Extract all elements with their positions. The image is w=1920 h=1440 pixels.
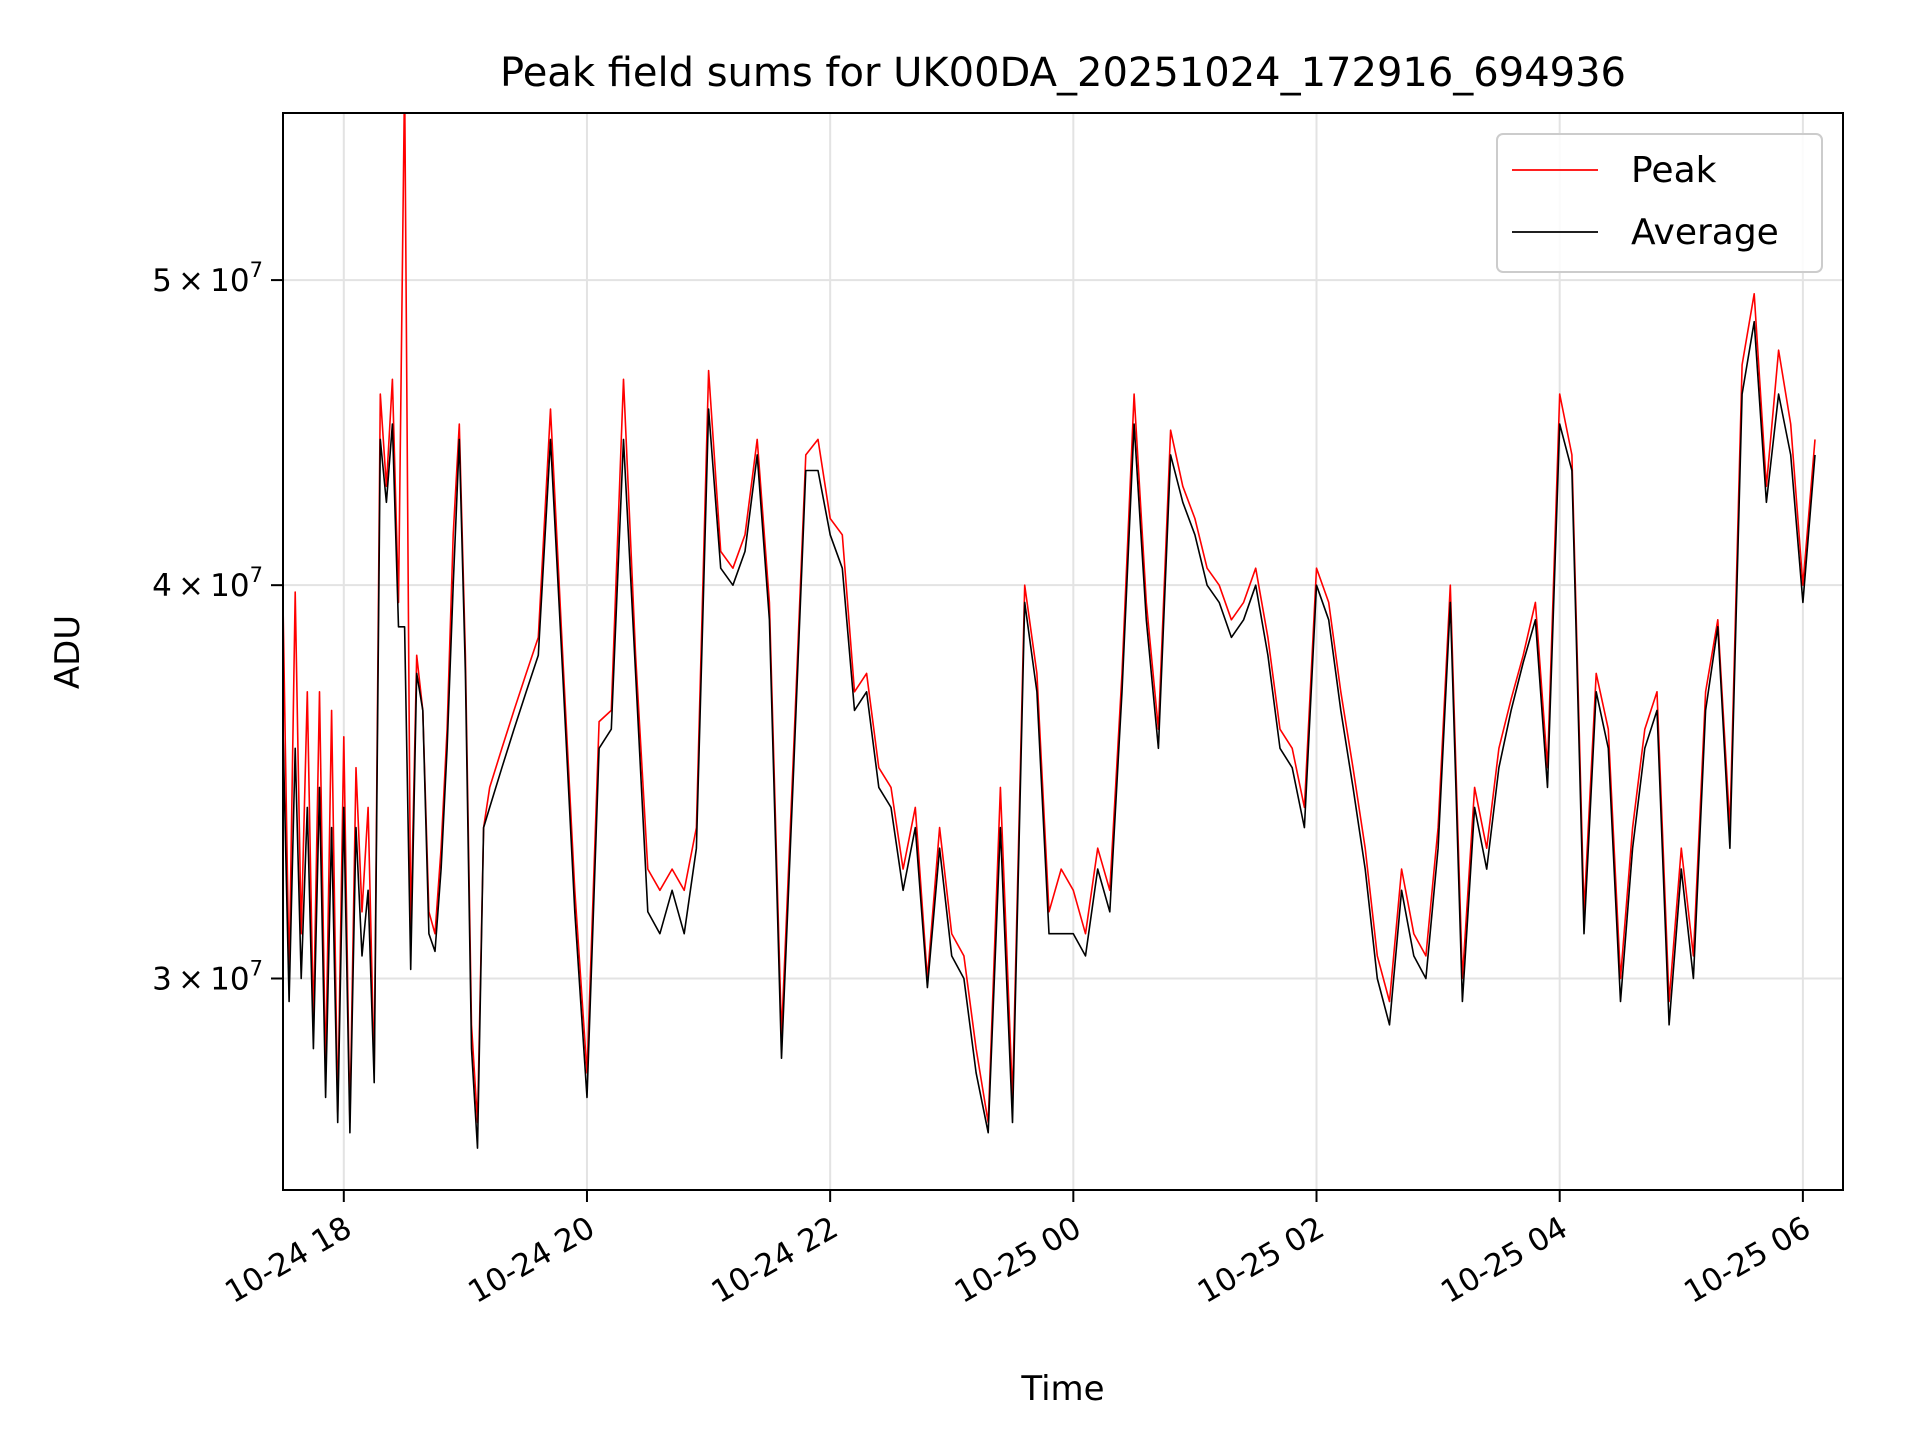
- legend-label-average: Average: [1631, 212, 1779, 253]
- legend-label-peak: Peak: [1631, 150, 1717, 191]
- x-tick-label: 10-25 00: [949, 1210, 1088, 1311]
- x-tick-label: 10-25 02: [1192, 1210, 1331, 1311]
- series-lines: [283, 113, 1816, 1149]
- legend-box: [1496, 133, 1823, 273]
- x-tick-label: 10-25 06: [1678, 1210, 1817, 1311]
- y-axis: 3 × 107 4 × 107 5 × 107: [152, 258, 283, 997]
- x-axis: 10-24 18 10-24 20 10-24 22 10-25 00 10-25 02…: [219, 1190, 1817, 1311]
- y-tick-label: 3 × 107: [152, 956, 263, 997]
- grid: [283, 113, 1843, 1190]
- plot-frame: [282, 112, 1844, 1191]
- chart-title: Peak field sums for UK00DA_20251024_1729…: [500, 50, 1626, 96]
- y-tick-label: 5 × 107: [152, 258, 263, 299]
- legend: Peak Average: [1496, 133, 1823, 273]
- y-axis-label: ADU: [48, 615, 88, 689]
- series-line-average: [283, 320, 1816, 1149]
- x-tick-label: 10-25 04: [1435, 1210, 1574, 1311]
- x-axis-label: Time: [1020, 1369, 1104, 1409]
- x-tick-label: 10-24 22: [705, 1210, 844, 1311]
- x-tick-label: 10-24 20: [462, 1210, 601, 1311]
- y-tick-label: 4 × 107: [152, 563, 263, 604]
- x-tick-label: 10-24 18: [219, 1210, 358, 1311]
